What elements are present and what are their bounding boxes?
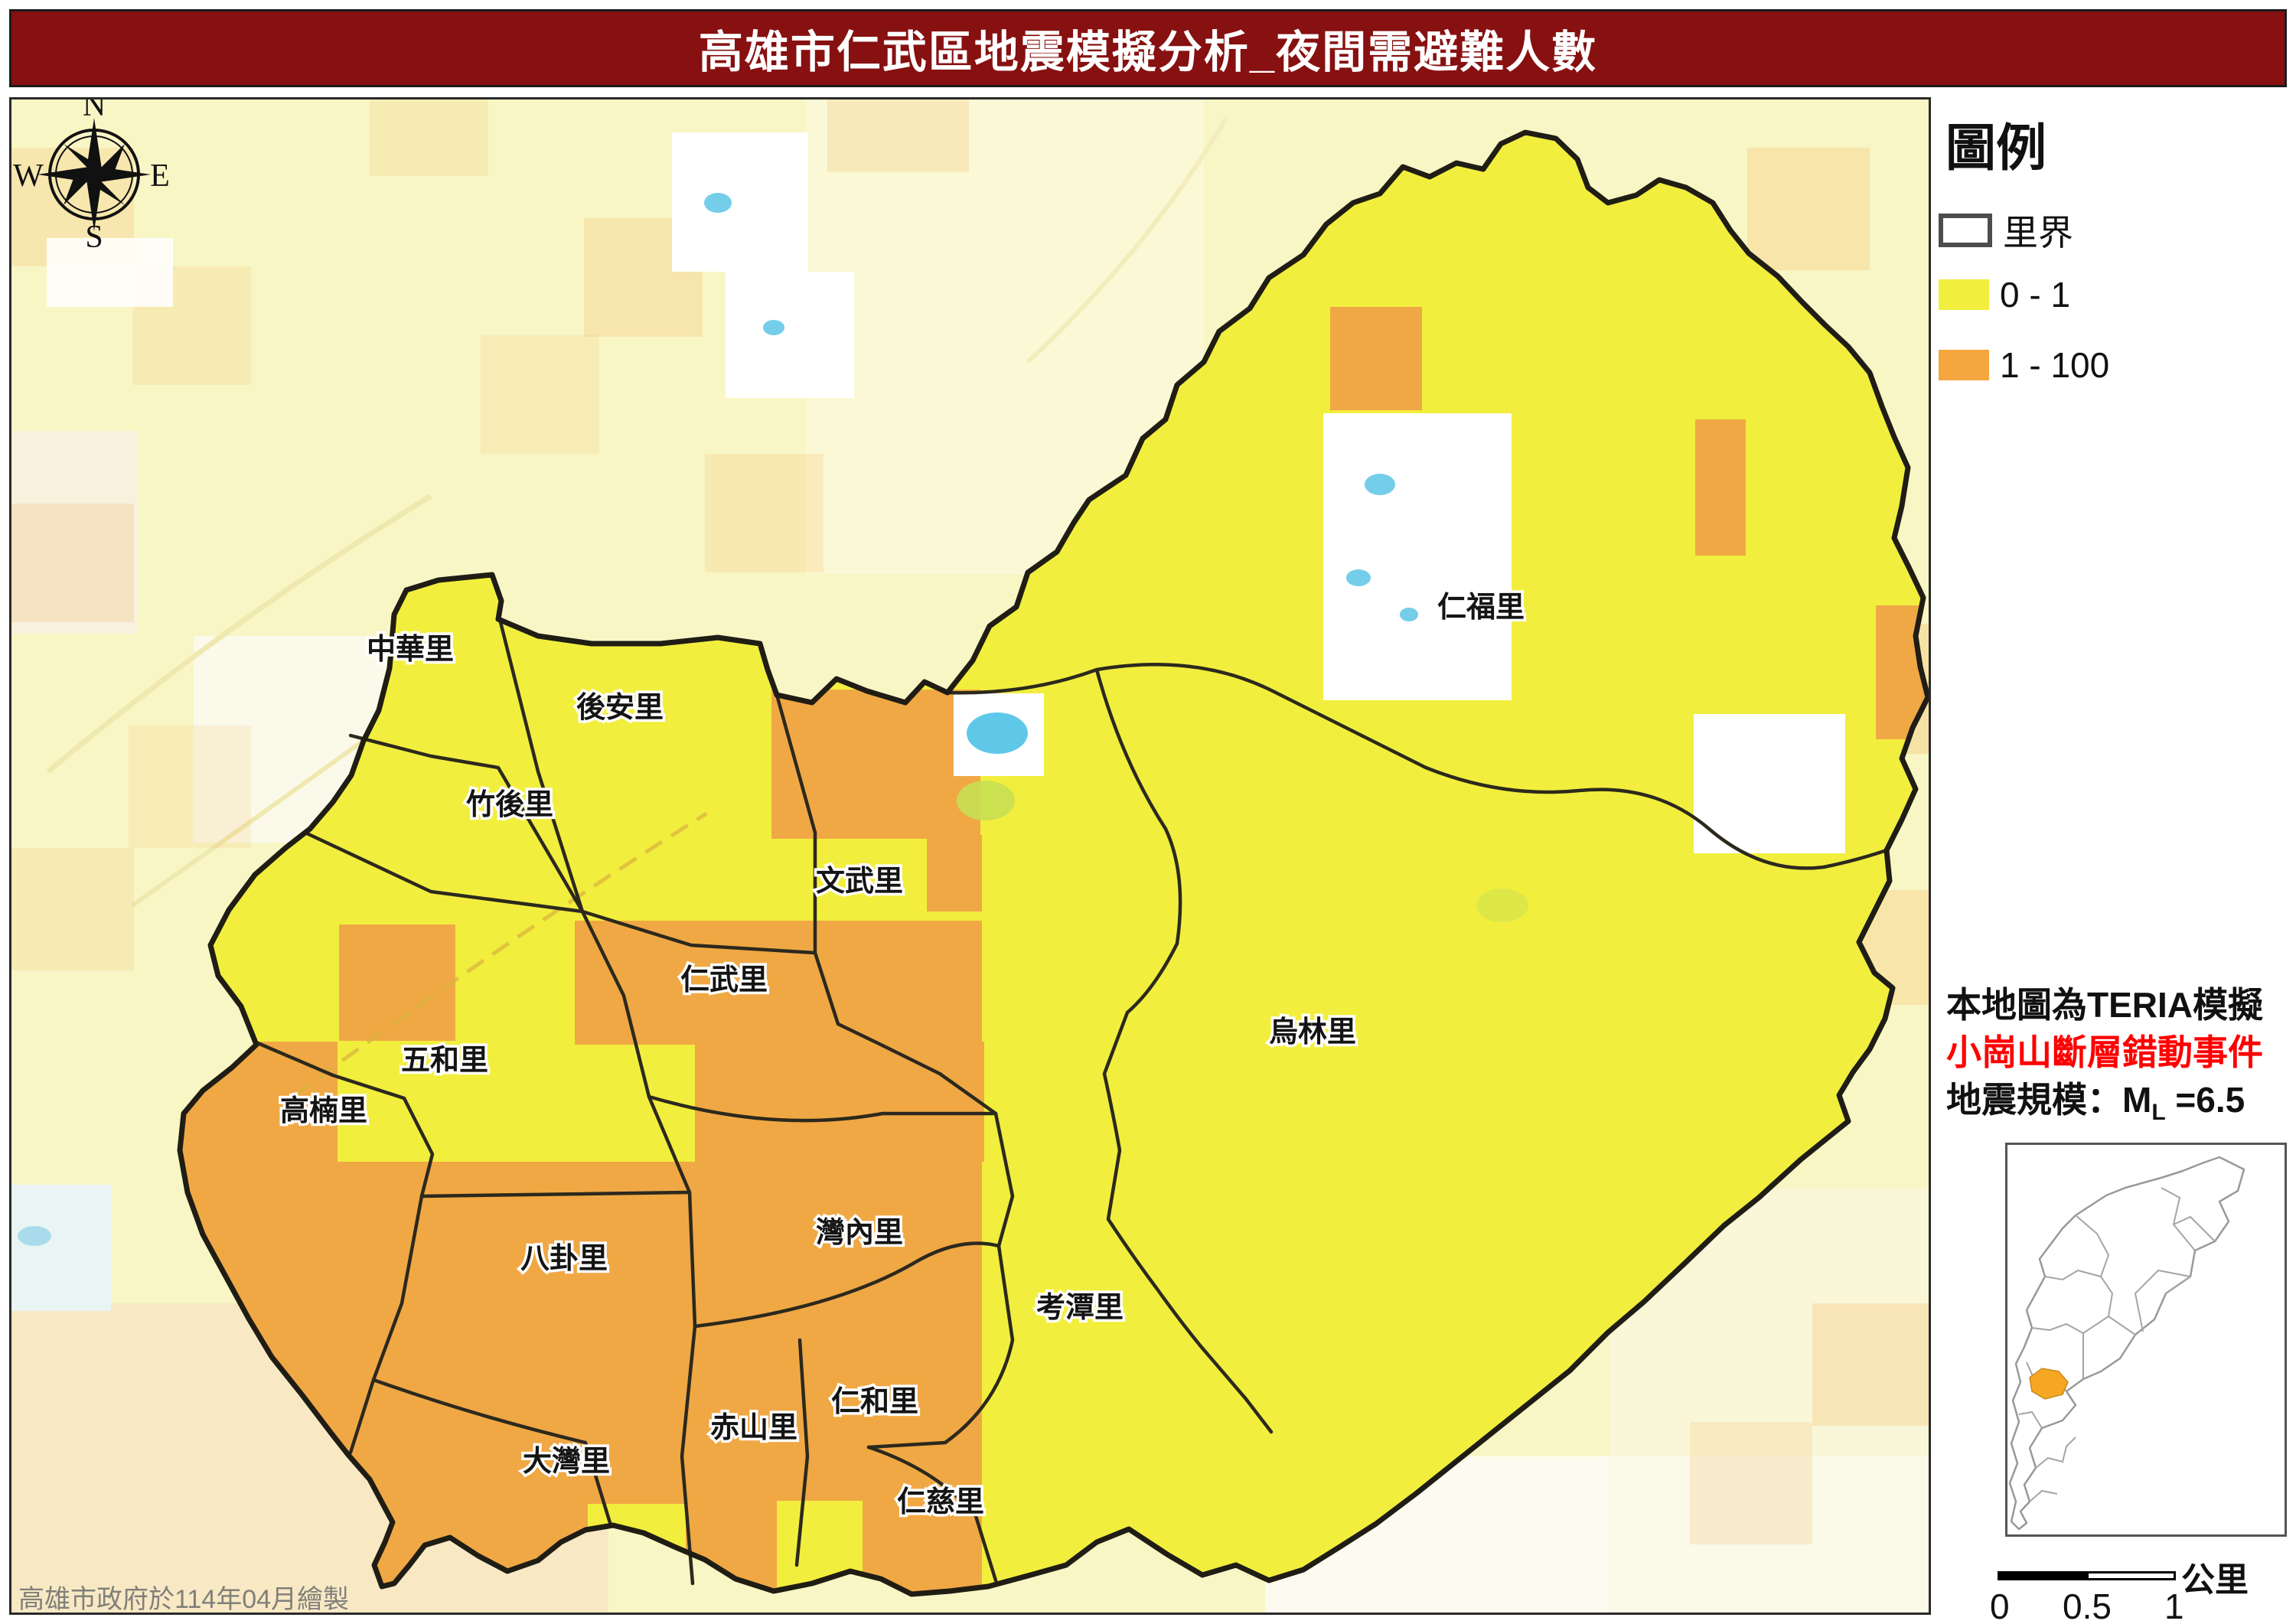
village-label: 高楠里 <box>280 1095 367 1127</box>
compass-w-label: W <box>13 158 44 194</box>
village-label: 仁和里 <box>831 1386 918 1418</box>
compass-n-label: N <box>83 99 106 123</box>
note-line-3: 地震規模：ML =6.5 <box>1946 1076 2283 1136</box>
legend-item-boundary: 里界 <box>1939 205 2073 256</box>
water-features <box>957 474 1528 922</box>
village-label: 仁武里 <box>680 964 768 996</box>
village-label: 八卦里 <box>520 1243 608 1275</box>
village-label: 大灣里 <box>523 1446 610 1478</box>
scale-tick-0: 0 <box>1990 1586 2010 1624</box>
compass-e-label: E <box>150 158 170 194</box>
note-line-1: 本地圖為TERIA模擬 <box>1946 985 2263 1025</box>
city-outline <box>2008 1156 2245 1531</box>
village-label: 竹後里 <box>466 789 553 821</box>
page-title: 高雄市仁武區地震模擬分析_夜間需避難人數 <box>698 28 1598 77</box>
legend-item-mid: 1 - 100 <box>1939 344 2109 386</box>
boundary-swatch <box>1939 214 1992 247</box>
magnitude-subscript: L <box>2151 1100 2166 1126</box>
district-choropleth <box>180 132 1928 1594</box>
village-label: 中華里 <box>367 634 454 666</box>
simulation-notes: 本地圖為TERIA模擬 小崗山斷層錯動事件 地震規模：ML =6.5 <box>1946 981 2283 1136</box>
yellow-swatch <box>1939 279 1989 310</box>
map-canvas: N S W E 中華里 後安里 竹後里 文武里 仁武里 五和里 高楠里 仁福里 … <box>11 99 1929 1613</box>
village-label: 考潭里 <box>1036 1292 1124 1324</box>
city-district-lines <box>2018 1187 2216 1502</box>
scale-bar-segment-black <box>1998 1571 2086 1580</box>
village-label: 仁福里 <box>1437 592 1525 624</box>
title-bar: 高雄市仁武區地震模擬分析_夜間需避難人數 <box>9 9 2287 87</box>
legend-item-label: 里界 <box>2003 213 2073 253</box>
village-boundaries <box>256 617 1889 1586</box>
map-panel: N S W E 中華里 後安里 竹後里 文武里 仁武里 五和里 高楠里 仁福里 … <box>9 97 1931 1615</box>
magnitude-prefix: 地震規模：M <box>1946 1080 2152 1120</box>
village-label: 烏林里 <box>1269 1016 1356 1048</box>
scale-bar: 公里 0 0.5 1 <box>1990 1546 2288 1624</box>
legend-item-label: 1 - 100 <box>2000 345 2110 385</box>
district-outer-boundary <box>177 129 1929 1597</box>
scale-bar-segment-white <box>2086 1571 2176 1580</box>
no-data-cells <box>954 413 1845 853</box>
compass-s-label: S <box>85 220 103 255</box>
magnitude-value: =6.5 <box>2165 1080 2245 1120</box>
village-label: 仁慈里 <box>897 1486 984 1518</box>
compass-rose-icon: N S W E <box>13 99 170 255</box>
scale-tick-1: 1 <box>2164 1586 2184 1624</box>
legend-title: 圖例 <box>1945 119 2047 176</box>
village-label: 文武里 <box>816 866 903 898</box>
legend-item-label: 0 - 1 <box>2000 275 2071 315</box>
attribution-text: 高雄市政府於114年04月繪製 <box>18 1585 350 1614</box>
village-labels: 中華里 後安里 竹後里 文武里 仁武里 五和里 高楠里 仁福里 烏林里 八卦里 … <box>277 589 1527 1521</box>
village-label: 赤山里 <box>710 1412 797 1444</box>
village-label: 後安里 <box>576 692 664 724</box>
legend-item-low: 0 - 1 <box>1939 274 2070 315</box>
scale-bar-unit: 公里 <box>2181 1561 2249 1599</box>
orange-swatch <box>1939 350 1989 380</box>
locator-inset-map <box>2005 1143 2287 1537</box>
renwu-highlight <box>2029 1368 2069 1400</box>
scale-tick-05: 0.5 <box>2063 1586 2112 1624</box>
village-label: 五和里 <box>401 1045 488 1077</box>
village-label: 灣內里 <box>816 1217 903 1249</box>
note-line-2: 小崗山斷層錯動事件 <box>1946 1032 2263 1072</box>
